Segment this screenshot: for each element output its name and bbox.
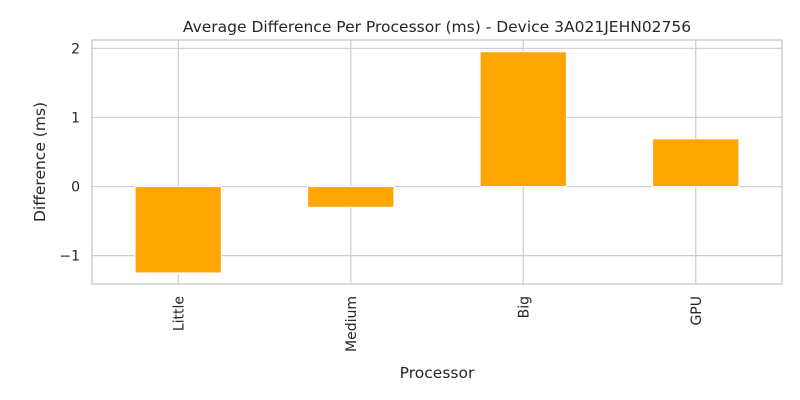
- y-ticks: −1 0 1 2: [59, 41, 80, 264]
- bar-medium: [307, 186, 395, 208]
- bar-little: [134, 186, 222, 274]
- y-tick-label: 0: [71, 180, 80, 196]
- x-tick-label: GPU: [689, 296, 705, 326]
- x-tick-label: Little: [171, 296, 187, 331]
- y-tick-label: 1: [71, 110, 80, 126]
- bars-layer: [134, 51, 740, 274]
- plot-frame: [91, 39, 783, 285]
- chart-title: Average Difference Per Processor (ms) - …: [183, 18, 691, 36]
- x-axis-label: Processor: [400, 364, 475, 382]
- y-tick-label: −1: [59, 249, 80, 265]
- bar-gpu: [652, 138, 740, 188]
- x-tick-label: Big: [516, 296, 532, 318]
- bar-big: [479, 51, 567, 188]
- x-ticks: Little Medium Big GPU: [171, 296, 705, 352]
- x-tick-label: Medium: [344, 296, 360, 352]
- y-tick-label: 2: [71, 41, 80, 57]
- y-axis-label: Difference (ms): [31, 102, 49, 222]
